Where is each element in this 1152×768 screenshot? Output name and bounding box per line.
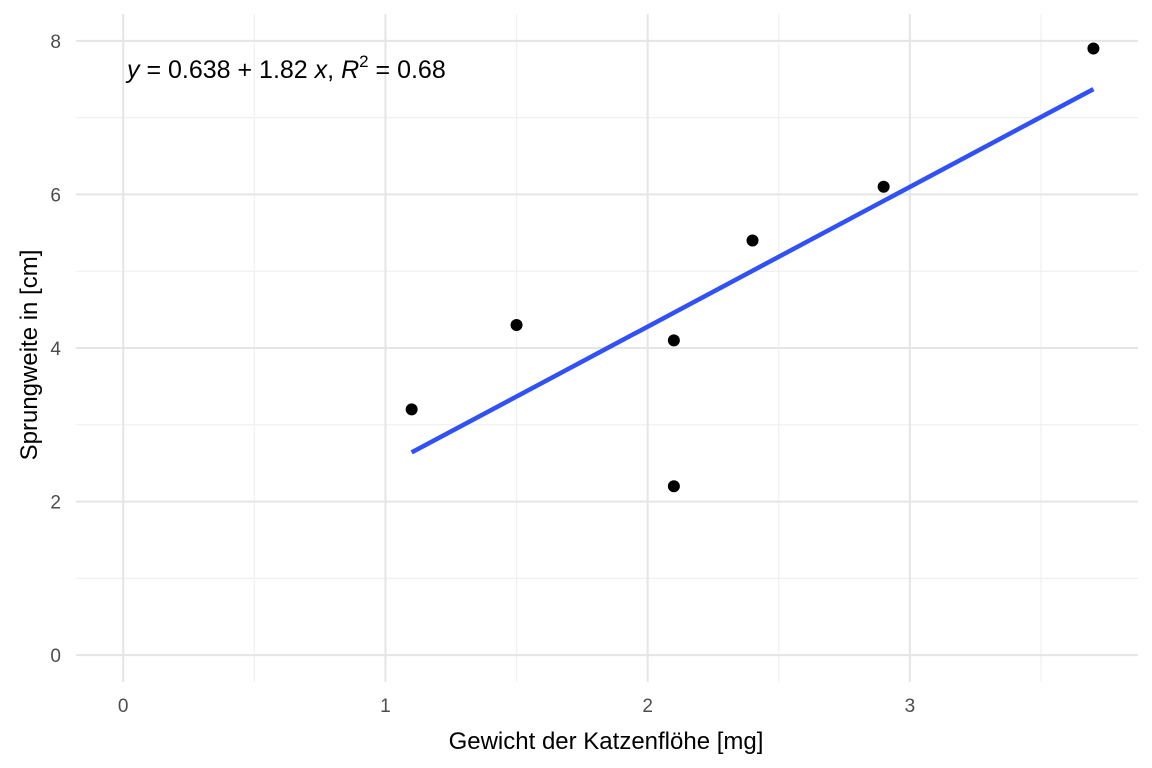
data-point — [667, 480, 680, 493]
y-tick-label: 2 — [50, 493, 61, 514]
x-tick-label: 2 — [642, 696, 653, 717]
y-tick-label: 8 — [50, 32, 61, 53]
grid — [76, 14, 1138, 682]
x-axis-title: Gewicht der Katzenflöhe [mg] — [449, 728, 764, 755]
data-point — [877, 180, 890, 193]
data-point — [510, 318, 523, 331]
y-axis-title: Sprungweite in [cm] — [16, 250, 43, 461]
x-tick-label: 1 — [380, 696, 391, 717]
data-point — [405, 403, 418, 416]
x-tick-label: 3 — [905, 696, 916, 717]
y-tick-label: 4 — [50, 339, 61, 360]
y-tick-label: 6 — [50, 185, 61, 206]
data-point — [667, 334, 680, 347]
x-axis-ticks: 0 1 2 3 — [118, 696, 915, 717]
regression-line — [410, 87, 1095, 455]
y-axis-ticks: 0 2 4 6 8 — [50, 32, 61, 667]
regression-layer — [410, 87, 1095, 455]
x-tick-label: 0 — [118, 696, 129, 717]
data-point — [746, 234, 759, 247]
data-point — [1087, 42, 1100, 55]
regression-equation: y = 0.638 + 1.82 x, R2 = 0.68 — [125, 52, 446, 84]
y-tick-label: 0 — [50, 646, 61, 667]
data-points — [405, 42, 1100, 493]
